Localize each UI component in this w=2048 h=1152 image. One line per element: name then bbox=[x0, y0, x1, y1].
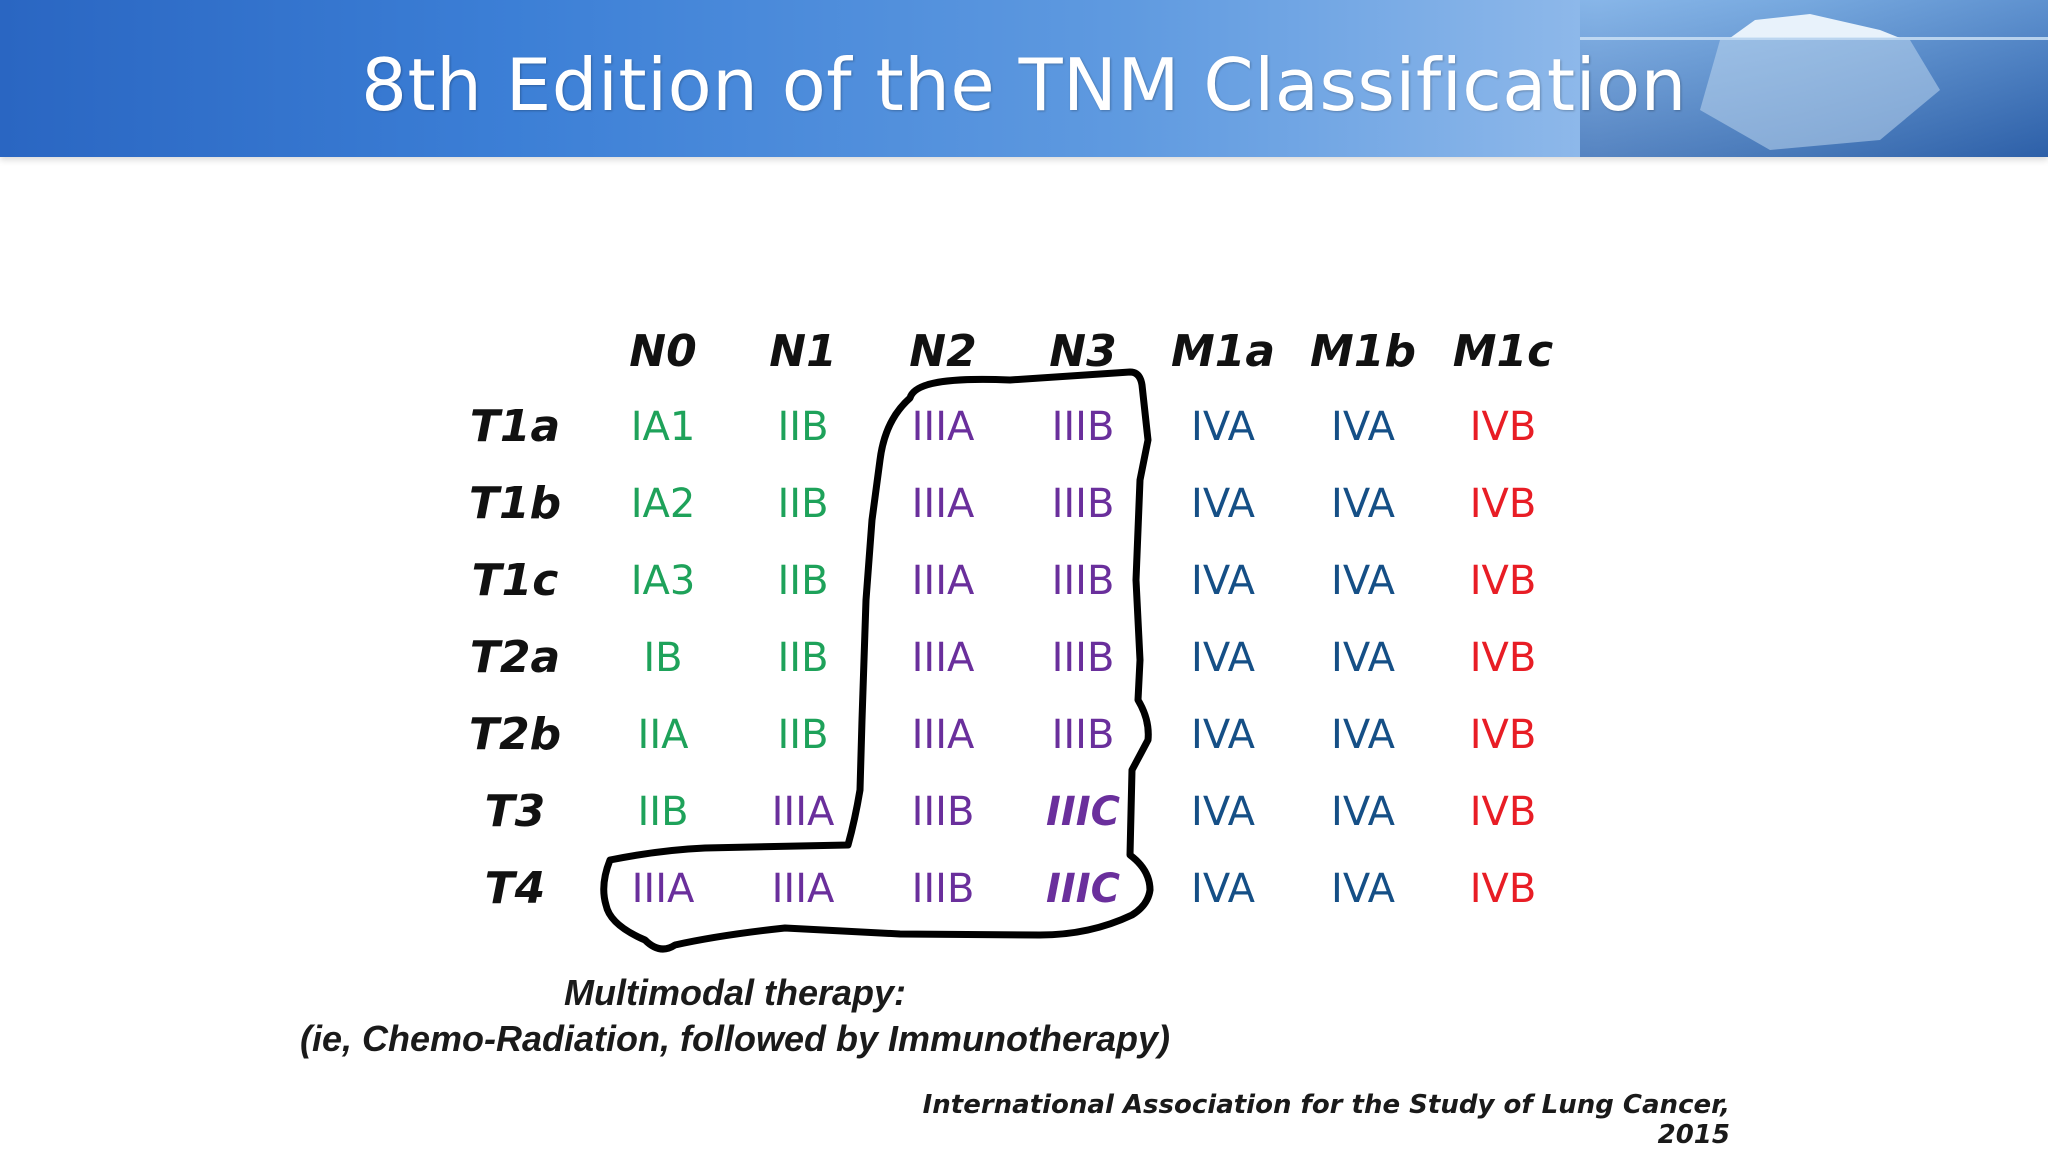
stage-cell: IVB bbox=[1469, 404, 1537, 450]
stage-cell: IVA bbox=[1191, 558, 1255, 604]
stage-cell: IIIB bbox=[1051, 635, 1115, 681]
stage-cell: IVB bbox=[1469, 558, 1537, 604]
stage-cell: IVA bbox=[1331, 558, 1395, 604]
page-title: 8th Edition of the TNM Classification bbox=[361, 43, 1687, 127]
stage-cell: IIIA bbox=[911, 635, 975, 681]
stage-cell: IVA bbox=[1191, 712, 1255, 758]
stage-cell: IVA bbox=[1331, 789, 1395, 835]
stage-cell: IVB bbox=[1469, 712, 1537, 758]
stage-cell: IA2 bbox=[630, 481, 696, 527]
stage-cell: IVA bbox=[1331, 866, 1395, 912]
stage-cell: IIIB bbox=[911, 789, 975, 835]
stage-cell: IIIB bbox=[911, 866, 975, 912]
column-header-n0: N0 bbox=[629, 326, 697, 377]
therapy-note-line1: Multimodal therapy: bbox=[563, 972, 907, 1013]
stage-cell: IA1 bbox=[630, 404, 696, 450]
stage-cell: IVB bbox=[1469, 635, 1537, 681]
row-label-t2b: T2b bbox=[468, 709, 562, 760]
stage-cell: IIIC bbox=[1045, 866, 1120, 912]
row-label-t1c: T1c bbox=[471, 555, 559, 606]
stage-cell: IIIA bbox=[631, 866, 695, 912]
row-label-t2a: T2a bbox=[469, 632, 561, 683]
row-label-t1a: T1a bbox=[469, 401, 561, 452]
stage-cell: IVA bbox=[1331, 635, 1395, 681]
stage-cell: IIIB bbox=[1051, 404, 1115, 450]
stage-cell: IIIA bbox=[911, 558, 975, 604]
row-label-t1b: T1b bbox=[468, 478, 562, 529]
therapy-note-line2: (ie, Chemo-Radiation, followed by Immuno… bbox=[299, 1018, 1171, 1059]
stage-cell: IVA bbox=[1331, 481, 1395, 527]
stage-cell: IIIA bbox=[911, 712, 975, 758]
stage-cell: IIIB bbox=[1051, 712, 1115, 758]
column-header-n2: N2 bbox=[909, 326, 977, 377]
citation: International Association for the Study … bbox=[922, 1090, 1730, 1150]
stage-cell: IA3 bbox=[630, 558, 696, 604]
stage-cell: IVB bbox=[1469, 789, 1537, 835]
stage-cell: IVA bbox=[1191, 866, 1255, 912]
stage-cell: IIIB bbox=[1051, 481, 1115, 527]
stage-cell: IIIA bbox=[911, 481, 975, 527]
column-header-m1b: M1b bbox=[1310, 326, 1416, 377]
stage-cell: IIB bbox=[777, 558, 829, 604]
stage-cell: IVA bbox=[1191, 789, 1255, 835]
column-header-m1a: M1a bbox=[1170, 326, 1276, 377]
stage-cell: IIB bbox=[777, 404, 829, 450]
column-header-n1: N1 bbox=[769, 326, 837, 377]
stage-cell: IVA bbox=[1191, 635, 1255, 681]
row-label-t4: T4 bbox=[484, 863, 546, 914]
stage-cell: IVA bbox=[1191, 481, 1255, 527]
stage-cell: IIIA bbox=[771, 866, 835, 912]
stage-cell: IVB bbox=[1469, 481, 1537, 527]
stage-cell: IIIC bbox=[1045, 789, 1120, 835]
stage-cell: IIIA bbox=[911, 404, 975, 450]
stage-cell: IVB bbox=[1469, 866, 1537, 912]
stage-cell: IIB bbox=[777, 481, 829, 527]
iceberg-image bbox=[1580, 0, 2048, 157]
stage-cell: IIA bbox=[637, 712, 689, 758]
stage-cell: IIB bbox=[777, 635, 829, 681]
stage-cell: IB bbox=[643, 635, 683, 681]
column-header-n3: N3 bbox=[1049, 326, 1117, 377]
stage-cell: IVA bbox=[1191, 404, 1255, 450]
stage-cell: IIIB bbox=[1051, 558, 1115, 604]
stage-cell: IVA bbox=[1331, 404, 1395, 450]
stage-cell: IIB bbox=[637, 789, 689, 835]
stage-cell: IIB bbox=[777, 712, 829, 758]
header-banner bbox=[0, 0, 2048, 157]
stage-cell: IVA bbox=[1331, 712, 1395, 758]
column-header-m1c: M1c bbox=[1452, 326, 1554, 377]
row-label-t3: T3 bbox=[484, 786, 546, 837]
stage-cell: IIIA bbox=[771, 789, 835, 835]
